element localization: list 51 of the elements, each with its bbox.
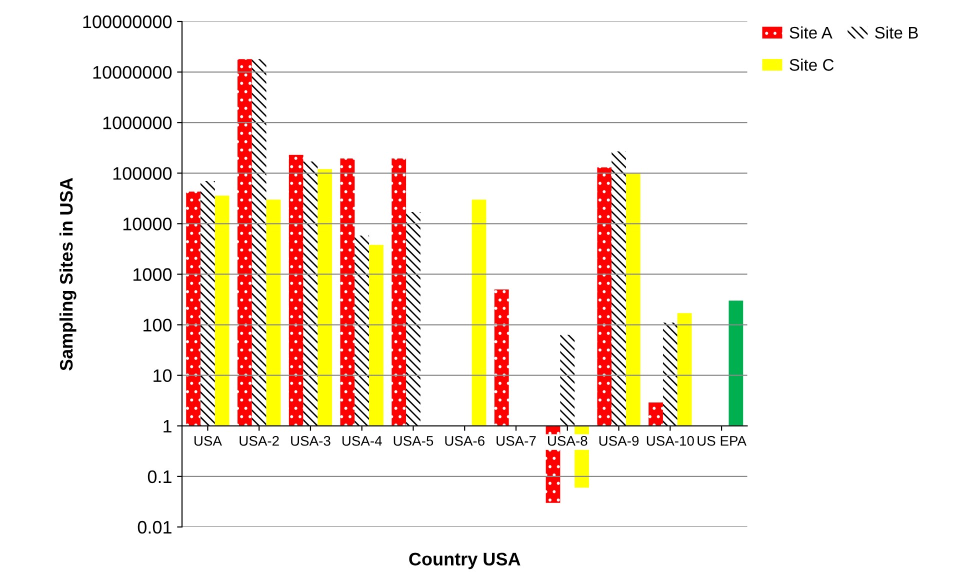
x-tick-label: US EPA (698, 436, 746, 446)
x-tick-label: USA-5 (394, 436, 434, 446)
x-axis-title: Country USA (409, 552, 520, 570)
y-tick-label: 10 (154, 369, 172, 382)
x-tick-label: USA-6 (445, 436, 484, 446)
bar (186, 192, 201, 426)
bar (626, 174, 640, 426)
bar (369, 244, 384, 426)
y-tick-label: 100000000 (83, 15, 172, 28)
bar (266, 200, 281, 426)
bar (612, 151, 626, 426)
bar (597, 167, 612, 426)
bar (662, 322, 678, 426)
x-tick-label: USA-8 (548, 436, 588, 446)
legend-label: Site C (790, 58, 834, 71)
bar (472, 200, 486, 426)
y-tick-label: 10000000 (93, 66, 172, 79)
bar (303, 161, 318, 426)
bar (392, 158, 406, 426)
x-tick-label: USA-9 (599, 436, 639, 446)
y-axis-title: Sampling Sites in USA (59, 178, 76, 371)
bar (494, 289, 509, 426)
bar (677, 313, 692, 426)
bar (318, 169, 332, 426)
bar (238, 59, 252, 426)
bar (214, 196, 230, 426)
y-tick-label: 10000 (123, 218, 172, 230)
x-tick-label: USA-7 (496, 436, 536, 446)
legend-label: Site B (875, 26, 918, 39)
legend-label: Site A (790, 26, 832, 39)
x-tick-label: USA (194, 436, 222, 446)
x-tick-label: USA-4 (342, 436, 382, 446)
y-tick-label: 100 (144, 318, 172, 332)
bar (252, 59, 266, 426)
x-tick-label: USA-10 (646, 436, 694, 446)
x-tick-label: USA-2 (240, 436, 279, 446)
bar (200, 180, 215, 426)
y-tick-label: 1000 (134, 268, 172, 281)
bar (560, 334, 575, 426)
bar (728, 300, 744, 426)
bar (288, 154, 304, 426)
y-tick-label: 1000000 (103, 116, 172, 130)
y-tick-label: 1 (164, 420, 172, 432)
bar (406, 212, 420, 426)
y-tick-label: 0.1 (148, 470, 172, 484)
y-tick-label: 100000 (113, 167, 172, 180)
y-tick-label: 0.01 (138, 520, 172, 534)
bar (648, 402, 663, 426)
bar (354, 236, 370, 426)
bar (340, 158, 355, 426)
x-tick-label: USA-3 (291, 436, 330, 446)
